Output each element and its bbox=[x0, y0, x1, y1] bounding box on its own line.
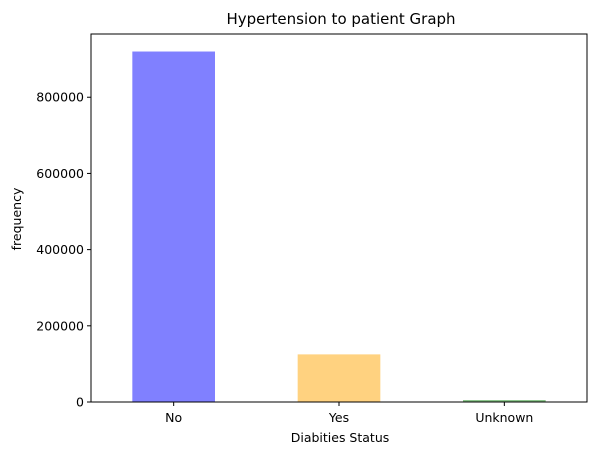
y-axis: 0 200000 400000 600000 800000 bbox=[36, 90, 91, 410]
x-tick-label-unknown: Unknown bbox=[475, 410, 533, 425]
bar-no bbox=[132, 51, 215, 403]
x-tick-label-no: No bbox=[165, 410, 182, 425]
bar-yes bbox=[297, 354, 381, 402]
x-axis: No Yes Unknown bbox=[165, 402, 533, 425]
y-tick-label: 200000 bbox=[36, 318, 84, 333]
chart-title: Hypertension to patient Graph bbox=[226, 10, 455, 28]
x-axis-label: Diabities Status bbox=[291, 430, 390, 445]
y-tick-label: 0 bbox=[76, 395, 84, 410]
bar-unknown bbox=[463, 400, 546, 402]
y-tick-label: 800000 bbox=[36, 90, 84, 105]
y-axis-label: frequency bbox=[9, 187, 24, 250]
y-tick-label: 600000 bbox=[36, 166, 84, 181]
bars-group bbox=[132, 51, 546, 403]
plot-frame bbox=[90, 33, 588, 403]
y-tick-label: 400000 bbox=[36, 242, 84, 257]
x-tick-label-yes: Yes bbox=[328, 410, 349, 425]
